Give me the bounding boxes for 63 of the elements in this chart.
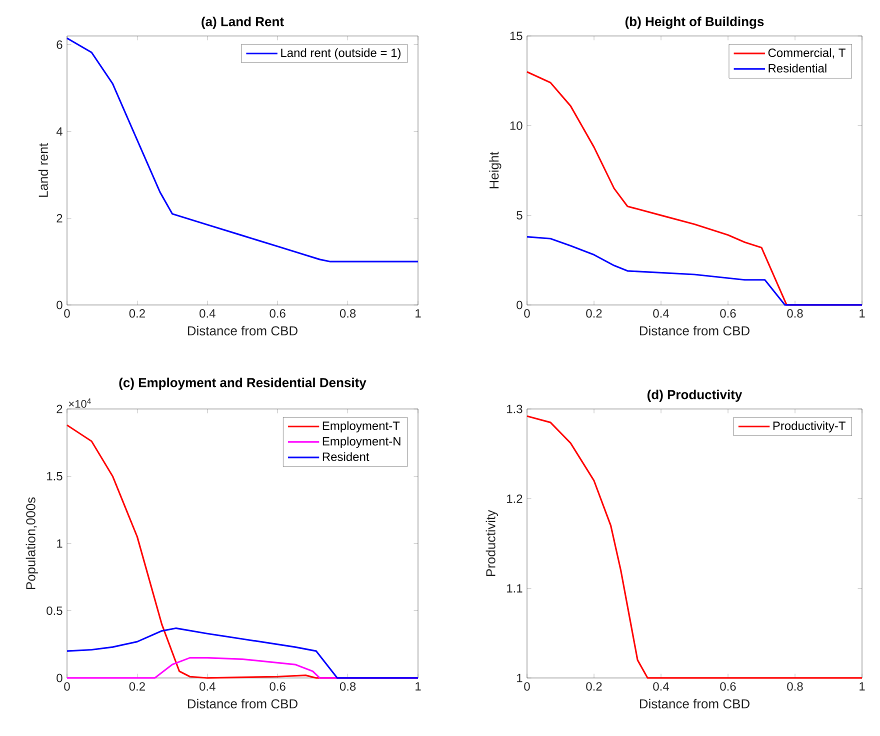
y-tick-label: 2 <box>56 214 62 222</box>
y-tick-label: 6 <box>56 40 62 49</box>
y-tick-label: 0 <box>56 300 62 310</box>
legend-label: Employment-T <box>322 421 400 432</box>
x-tick-label: 0 <box>64 682 70 691</box>
x-tick-label: 1 <box>860 309 865 318</box>
y-tick-label: 5 <box>516 211 522 220</box>
text: ×10$^{4}$ <box>68 398 91 408</box>
x-tick-label: 0.6 <box>270 682 286 691</box>
y-tick-label: 1 <box>57 539 62 548</box>
chart-title: (a) Land Rent <box>202 16 284 29</box>
x-tick-label: 0 <box>64 309 70 318</box>
y-tick-label: 1.1 <box>507 584 522 592</box>
y-axis-title: Land rent <box>38 143 48 197</box>
x-axis-title: Distance from CBD <box>640 326 750 336</box>
y-axis-title: Population,000s <box>26 497 38 590</box>
y-tick-label: 0.5 <box>46 606 62 615</box>
line-series <box>66 37 419 262</box>
x-tick-label: 0.4 <box>653 309 670 318</box>
x-tick-label: 0.2 <box>129 309 145 318</box>
x-tick-label: 0 <box>524 682 530 691</box>
legend-label: Commercial, T <box>768 48 846 58</box>
x-tick-label: 0.2 <box>586 309 602 318</box>
y-tick-label: 10 <box>510 121 522 130</box>
y-tick-label: 4 <box>56 127 62 136</box>
x-tick-label: 0.4 <box>653 682 670 691</box>
legend-label: Employment-N <box>322 436 400 448</box>
line-series <box>66 627 419 679</box>
y-tick-label: 1.5 <box>47 472 62 480</box>
y-axis-title: Productivity <box>486 510 498 576</box>
x-tick-label: 0.2 <box>129 682 145 691</box>
x-tick-label: 0.6 <box>270 309 286 318</box>
legend-label: Productivity-T <box>773 421 846 432</box>
y-tick-label: 1 <box>517 674 522 682</box>
y-axis-title: Height <box>489 152 502 188</box>
x-axis-title: Distance from CBD <box>188 698 298 708</box>
x-axis-title: Distance from CBD <box>640 698 750 708</box>
y-tick-label: 0 <box>516 300 522 310</box>
x-tick-label: 0 <box>524 309 530 318</box>
x-tick-label: 0.4 <box>200 682 216 691</box>
y-tick-label: 1.2 <box>507 494 522 503</box>
chart-title: (d) Productivity <box>647 390 742 402</box>
chart-title: (b) Height of Buildings <box>625 16 764 29</box>
x-tick-label: 1 <box>416 309 421 318</box>
x-tick-label: 0.8 <box>340 309 356 318</box>
x-tick-label: 1 <box>416 682 421 690</box>
x-tick-label: 0.8 <box>787 682 803 691</box>
x-tick-label: 0.6 <box>720 682 736 691</box>
y-tick-label: 15 <box>510 32 522 40</box>
x-tick-label: 0.4 <box>200 309 216 318</box>
x-tick-label: 0.6 <box>720 309 736 318</box>
y-tick-label: 2 <box>56 404 62 414</box>
legend-label: Residential <box>768 64 826 73</box>
x-tick-label: 0.8 <box>787 309 803 318</box>
x-tick-label: 0.2 <box>586 682 602 691</box>
chart-title: (c) Employment and Residential Density <box>119 378 366 390</box>
x-axis-title: Distance from CBD <box>188 326 298 336</box>
legend-label: Land rent (outside = 1) <box>281 48 401 60</box>
x-tick-label: 1 <box>860 682 865 690</box>
x-tick-label: 0.8 <box>340 682 356 691</box>
legend-label: Resident <box>322 452 370 462</box>
y-tick-label: 1.3 <box>507 404 522 414</box>
y-tick-label: 0 <box>56 674 62 682</box>
